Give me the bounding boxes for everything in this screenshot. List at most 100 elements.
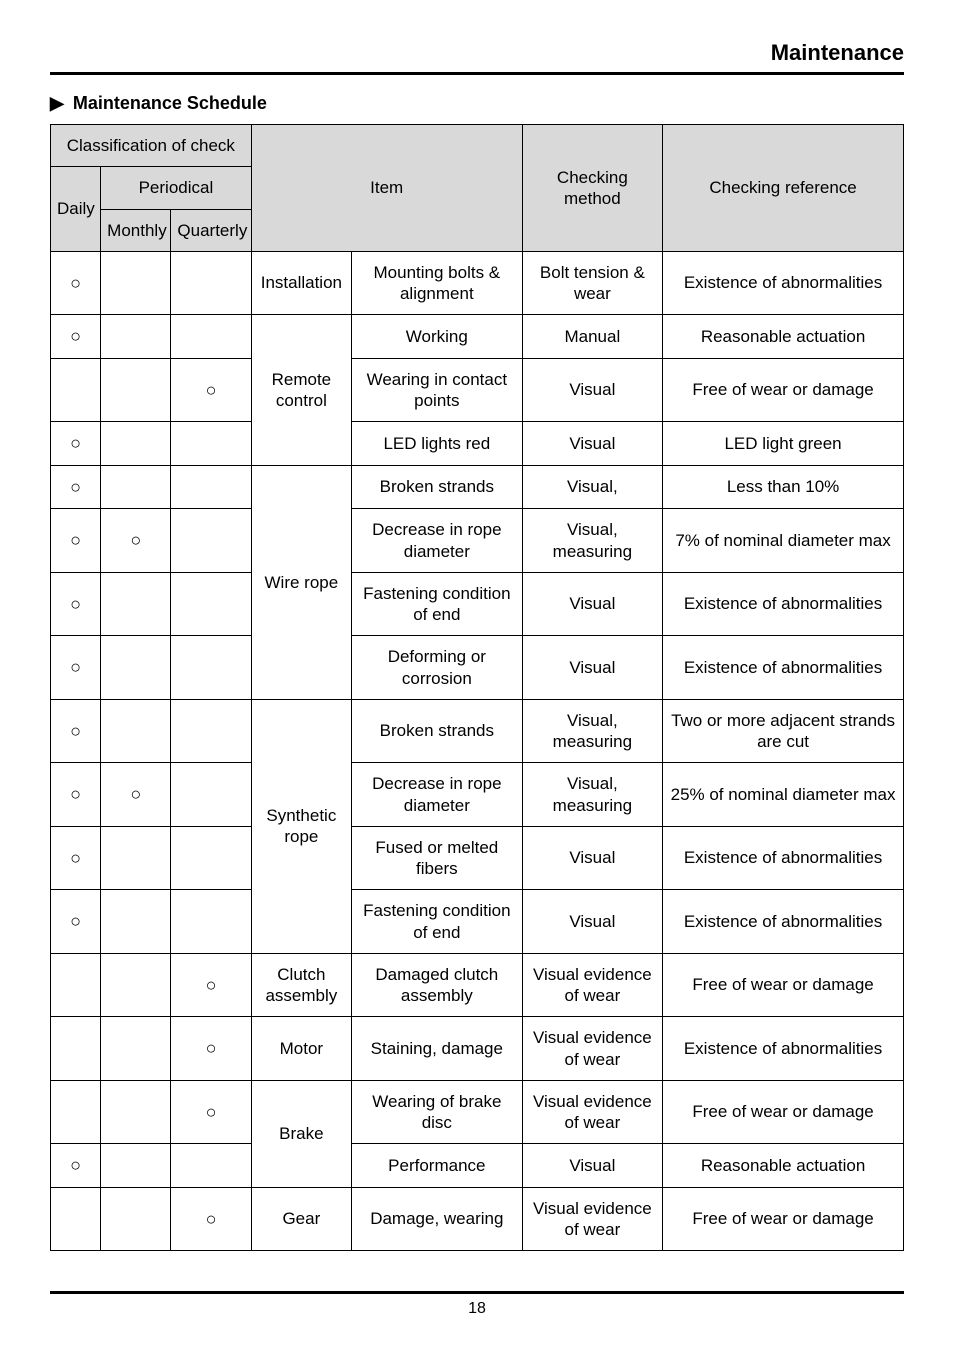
cell-quarterly — [171, 422, 251, 466]
table-row: ○ Remote control Working Manual Reasonab… — [51, 315, 904, 359]
cell-monthly — [101, 826, 171, 890]
cell-quarterly: ○ — [171, 1187, 251, 1251]
table-row: ○ Fused or melted fibers Visual Existenc… — [51, 826, 904, 890]
cell-monthly — [101, 1017, 171, 1081]
cell-quarterly — [171, 572, 251, 636]
cell-daily: ○ — [51, 636, 101, 700]
cell-quarterly — [171, 465, 251, 509]
section-heading: ▶ Maintenance Schedule — [50, 93, 904, 114]
hdr-monthly: Monthly — [101, 209, 171, 251]
cell-item-detail: Broken strands — [352, 465, 523, 509]
cell-method: Bolt tension & wear — [522, 251, 662, 315]
cell-item-detail: Decrease in rope diameter — [352, 763, 523, 827]
cell-item-detail: Damaged clutch assembly — [352, 953, 523, 1017]
cell-quarterly: ○ — [171, 1017, 251, 1081]
cell-method: Visual — [522, 572, 662, 636]
cell-method: Visual, — [522, 465, 662, 509]
cell-daily: ○ — [51, 572, 101, 636]
cell-method: Visual evidence of wear — [522, 1017, 662, 1081]
cell-item-detail: LED lights red — [352, 422, 523, 466]
cell-daily: ○ — [51, 315, 101, 359]
table-row: ○ Fastening condition of end Visual Exis… — [51, 890, 904, 954]
cell-quarterly — [171, 763, 251, 827]
cell-reference: Existence of abnormalities — [663, 251, 904, 315]
cell-item-detail: Staining, damage — [352, 1017, 523, 1081]
cell-item-group: Motor — [251, 1017, 351, 1081]
cell-quarterly: ○ — [171, 1080, 251, 1144]
table-row: ○ Fastening condition of end Visual Exis… — [51, 572, 904, 636]
cell-daily: ○ — [51, 422, 101, 466]
table-row: ○ LED lights red Visual LED light green — [51, 422, 904, 466]
page-number: 18 — [50, 1300, 904, 1318]
table-row: ○ Installation Mounting bolts & alignmen… — [51, 251, 904, 315]
cell-daily: ○ — [51, 509, 101, 573]
table-row: ○ Wearing in contact points Visual Free … — [51, 358, 904, 422]
cell-daily: ○ — [51, 763, 101, 827]
cell-reference: Free of wear or damage — [663, 358, 904, 422]
cell-daily — [51, 1187, 101, 1251]
cell-monthly — [101, 422, 171, 466]
cell-item-detail: Wearing of brake disc — [352, 1080, 523, 1144]
cell-method: Visual — [522, 1144, 662, 1188]
cell-method: Visual, measuring — [522, 699, 662, 763]
hdr-quarterly: Quarterly — [171, 209, 251, 251]
cell-monthly — [101, 890, 171, 954]
cell-daily: ○ — [51, 465, 101, 509]
cell-daily — [51, 1017, 101, 1081]
cell-item-detail: Wearing in contact points — [352, 358, 523, 422]
arrow-icon: ▶ — [50, 93, 64, 113]
cell-daily: ○ — [51, 826, 101, 890]
cell-reference: Existence of abnormalities — [663, 636, 904, 700]
cell-daily: ○ — [51, 1144, 101, 1188]
cell-method: Visual evidence of wear — [522, 953, 662, 1017]
cell-method: Visual evidence of wear — [522, 1080, 662, 1144]
cell-reference: Reasonable actuation — [663, 1144, 904, 1188]
cell-reference: Existence of abnormalities — [663, 826, 904, 890]
cell-reference: Existence of abnormalities — [663, 890, 904, 954]
cell-monthly — [101, 953, 171, 1017]
cell-method: Visual — [522, 826, 662, 890]
cell-reference: Free of wear or damage — [663, 1080, 904, 1144]
cell-monthly — [101, 572, 171, 636]
cell-quarterly: ○ — [171, 953, 251, 1017]
cell-monthly — [101, 1187, 171, 1251]
cell-method: Visual — [522, 636, 662, 700]
page-title: Maintenance — [50, 40, 904, 66]
cell-item-group: Remote control — [251, 315, 351, 466]
cell-item-detail: Fused or melted fibers — [352, 826, 523, 890]
cell-monthly — [101, 1144, 171, 1188]
cell-monthly: ○ — [101, 763, 171, 827]
cell-reference: Reasonable actuation — [663, 315, 904, 359]
cell-item-group: Installation — [251, 251, 351, 315]
cell-monthly — [101, 465, 171, 509]
cell-quarterly — [171, 699, 251, 763]
cell-item-detail: Deforming or corrosion — [352, 636, 523, 700]
cell-daily: ○ — [51, 251, 101, 315]
cell-item-detail: Mounting bolts & alignment — [352, 251, 523, 315]
cell-monthly — [101, 315, 171, 359]
cell-quarterly: ○ — [171, 358, 251, 422]
table-row: ○ ○ Decrease in rope diameter Visual, me… — [51, 509, 904, 573]
cell-monthly — [101, 251, 171, 315]
title-rule — [50, 72, 904, 75]
table-row: ○ Performance Visual Reasonable actuatio… — [51, 1144, 904, 1188]
cell-method: Visual — [522, 422, 662, 466]
cell-reference: Existence of abnormalities — [663, 1017, 904, 1081]
hdr-method: Checking method — [522, 125, 662, 252]
cell-quarterly — [171, 636, 251, 700]
maintenance-table: Classification of check Item Checking me… — [50, 124, 904, 1251]
table-row: ○ ○ Decrease in rope diameter Visual, me… — [51, 763, 904, 827]
cell-quarterly — [171, 315, 251, 359]
cell-quarterly — [171, 890, 251, 954]
table-row: ○ Clutch assembly Damaged clutch assembl… — [51, 953, 904, 1017]
cell-item-group: Wire rope — [251, 465, 351, 699]
cell-reference: Less than 10% — [663, 465, 904, 509]
cell-reference: 25% of nominal diameter max — [663, 763, 904, 827]
hdr-periodical: Periodical — [101, 167, 252, 209]
table-row: ○ Motor Staining, damage Visual evidence… — [51, 1017, 904, 1081]
table-row: ○ Brake Wearing of brake disc Visual evi… — [51, 1080, 904, 1144]
cell-quarterly — [171, 251, 251, 315]
cell-item-detail: Working — [352, 315, 523, 359]
cell-method: Visual — [522, 890, 662, 954]
table-row: ○ Wire rope Broken strands Visual, Less … — [51, 465, 904, 509]
